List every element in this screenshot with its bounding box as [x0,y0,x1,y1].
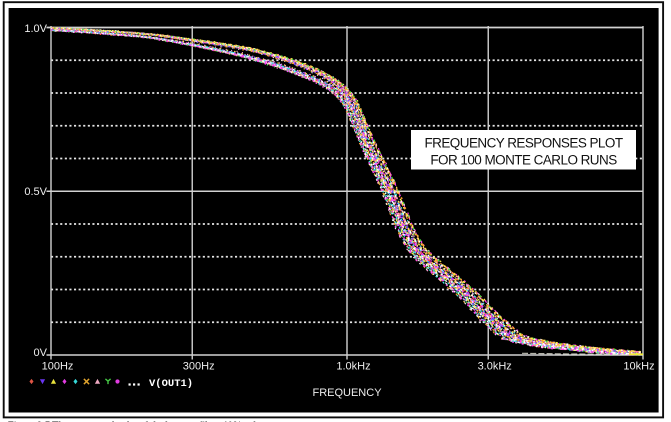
svg-text:10kHz: 10kHz [623,361,654,373]
svg-text:3.0kHz: 3.0kHz [478,361,512,373]
svg-text:FREQUENCY: FREQUENCY [312,387,382,399]
svg-text:FREQUENCY RESPONSES PLOT: FREQUENCY RESPONSES PLOT [424,136,622,151]
svg-text:0V: 0V [34,347,48,359]
svg-text:300Hz: 300Hz [183,361,215,373]
svg-text:0.5V: 0.5V [24,186,47,198]
svg-text:1.0V: 1.0V [24,23,47,35]
svg-text:V(OUT1): V(OUT1) [149,378,193,390]
svg-text:FOR 100 MONTE CARLO RUNS: FOR 100 MONTE CARLO RUNS [430,153,617,168]
svg-text:1.0kHz: 1.0kHz [336,361,370,373]
svg-text:100Hz: 100Hz [42,361,74,373]
